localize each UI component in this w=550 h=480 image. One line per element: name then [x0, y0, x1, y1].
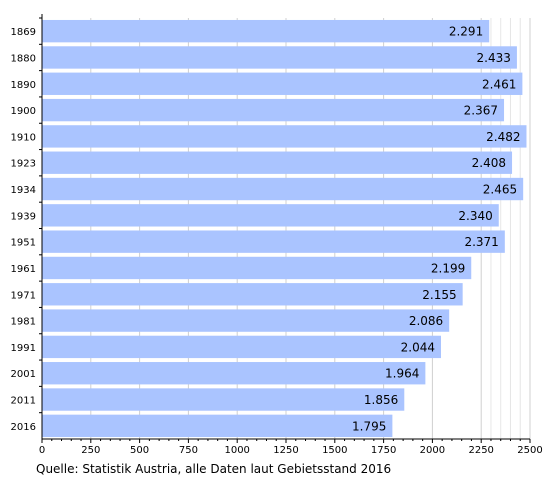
y-tick-label-1981: 1981 — [11, 317, 36, 328]
x-tick-label-2250: 2250 — [468, 445, 493, 456]
value-label-1939: 2.340 — [458, 209, 492, 223]
y-tick-label-1951: 1951 — [11, 238, 36, 249]
bar-2016 — [42, 414, 393, 438]
y-tick-label-1961: 1961 — [11, 264, 36, 275]
value-label-1890: 2.461 — [482, 77, 516, 91]
bar-1869 — [42, 19, 490, 43]
x-tick-label-750: 750 — [179, 445, 198, 456]
x-tick-label-2500: 2500 — [517, 445, 542, 456]
x-tick-label-2000: 2000 — [420, 445, 445, 456]
y-tick-labels: 1869 1880 1890 1900 1910 1923 1934 1939 1951 1961… — [11, 17, 42, 433]
source-caption: Quelle: Statistik Austria, alle Daten la… — [36, 462, 392, 476]
y-tick-label-1923: 1923 — [11, 159, 36, 170]
x-tick-labels: 0 250 500 750 1000 1250 1500 1750 2000 2250 2500 — [39, 439, 543, 456]
value-label-1981: 2.086 — [409, 314, 443, 328]
value-label-1951: 2.371 — [464, 235, 498, 249]
value-labels: 2.291 2.433 2.461 2.367 2.482 2.408 2.465 2.340… — [352, 25, 520, 434]
y-tick-label-2016: 2016 — [11, 422, 36, 433]
y-tick-label-1939: 1939 — [11, 211, 36, 222]
bar-1961 — [42, 256, 472, 280]
y-tick-label-1880: 1880 — [11, 53, 36, 64]
x-tick-label-1000: 1000 — [224, 445, 249, 456]
y-tick-label-1869: 1869 — [11, 27, 36, 38]
y-tick-label-1991: 1991 — [11, 343, 36, 354]
y-tick-label-1900: 1900 — [11, 106, 36, 117]
y-tick-label-1910: 1910 — [11, 132, 36, 143]
bar-1981 — [42, 309, 450, 332]
value-label-1991: 2.044 — [401, 340, 435, 354]
bar-1890 — [42, 72, 523, 95]
value-label-1923: 2.408 — [472, 156, 506, 170]
value-label-1961: 2.199 — [431, 261, 465, 275]
bar-2001 — [42, 362, 426, 385]
value-label-1880: 2.433 — [477, 51, 511, 65]
y-tick-label-1890: 1890 — [11, 80, 36, 91]
bar-1934 — [42, 177, 524, 201]
bar-1900 — [42, 98, 505, 122]
x-tick-label-1250: 1250 — [273, 445, 298, 456]
y-tick-label-2011: 2011 — [11, 396, 36, 407]
population-bar-chart: 1869 1880 1890 1900 1910 1923 1934 1939 1951 1961… — [11, 14, 543, 456]
bar-1991 — [42, 335, 441, 359]
bar-2011 — [42, 388, 405, 411]
value-label-1869: 2.291 — [449, 25, 483, 39]
y-tick-label-2001: 2001 — [11, 369, 36, 380]
bar-1880 — [42, 46, 517, 69]
bar-1910 — [42, 125, 527, 148]
value-label-1971: 2.155 — [422, 288, 456, 302]
x-tick-label-1500: 1500 — [322, 445, 347, 456]
bar-1939 — [42, 204, 499, 227]
value-label-1934: 2.465 — [483, 183, 517, 197]
value-label-2001: 1.964 — [385, 367, 419, 381]
value-label-2011: 1.856 — [364, 393, 398, 407]
y-tick-label-1934: 1934 — [11, 185, 36, 196]
x-tick-label-500: 500 — [130, 445, 149, 456]
bar-1923 — [42, 151, 513, 174]
bar-1951 — [42, 230, 505, 253]
y-tick-label-1971: 1971 — [11, 290, 36, 301]
value-label-1910: 2.482 — [486, 130, 520, 144]
x-tick-label-1750: 1750 — [371, 445, 396, 456]
x-tick-label-250: 250 — [81, 445, 100, 456]
x-tick-label-0: 0 — [39, 445, 45, 456]
bar-1971 — [42, 283, 463, 306]
bars — [42, 19, 527, 438]
value-label-1900: 2.367 — [464, 104, 498, 118]
value-label-2016: 1.795 — [352, 419, 386, 433]
